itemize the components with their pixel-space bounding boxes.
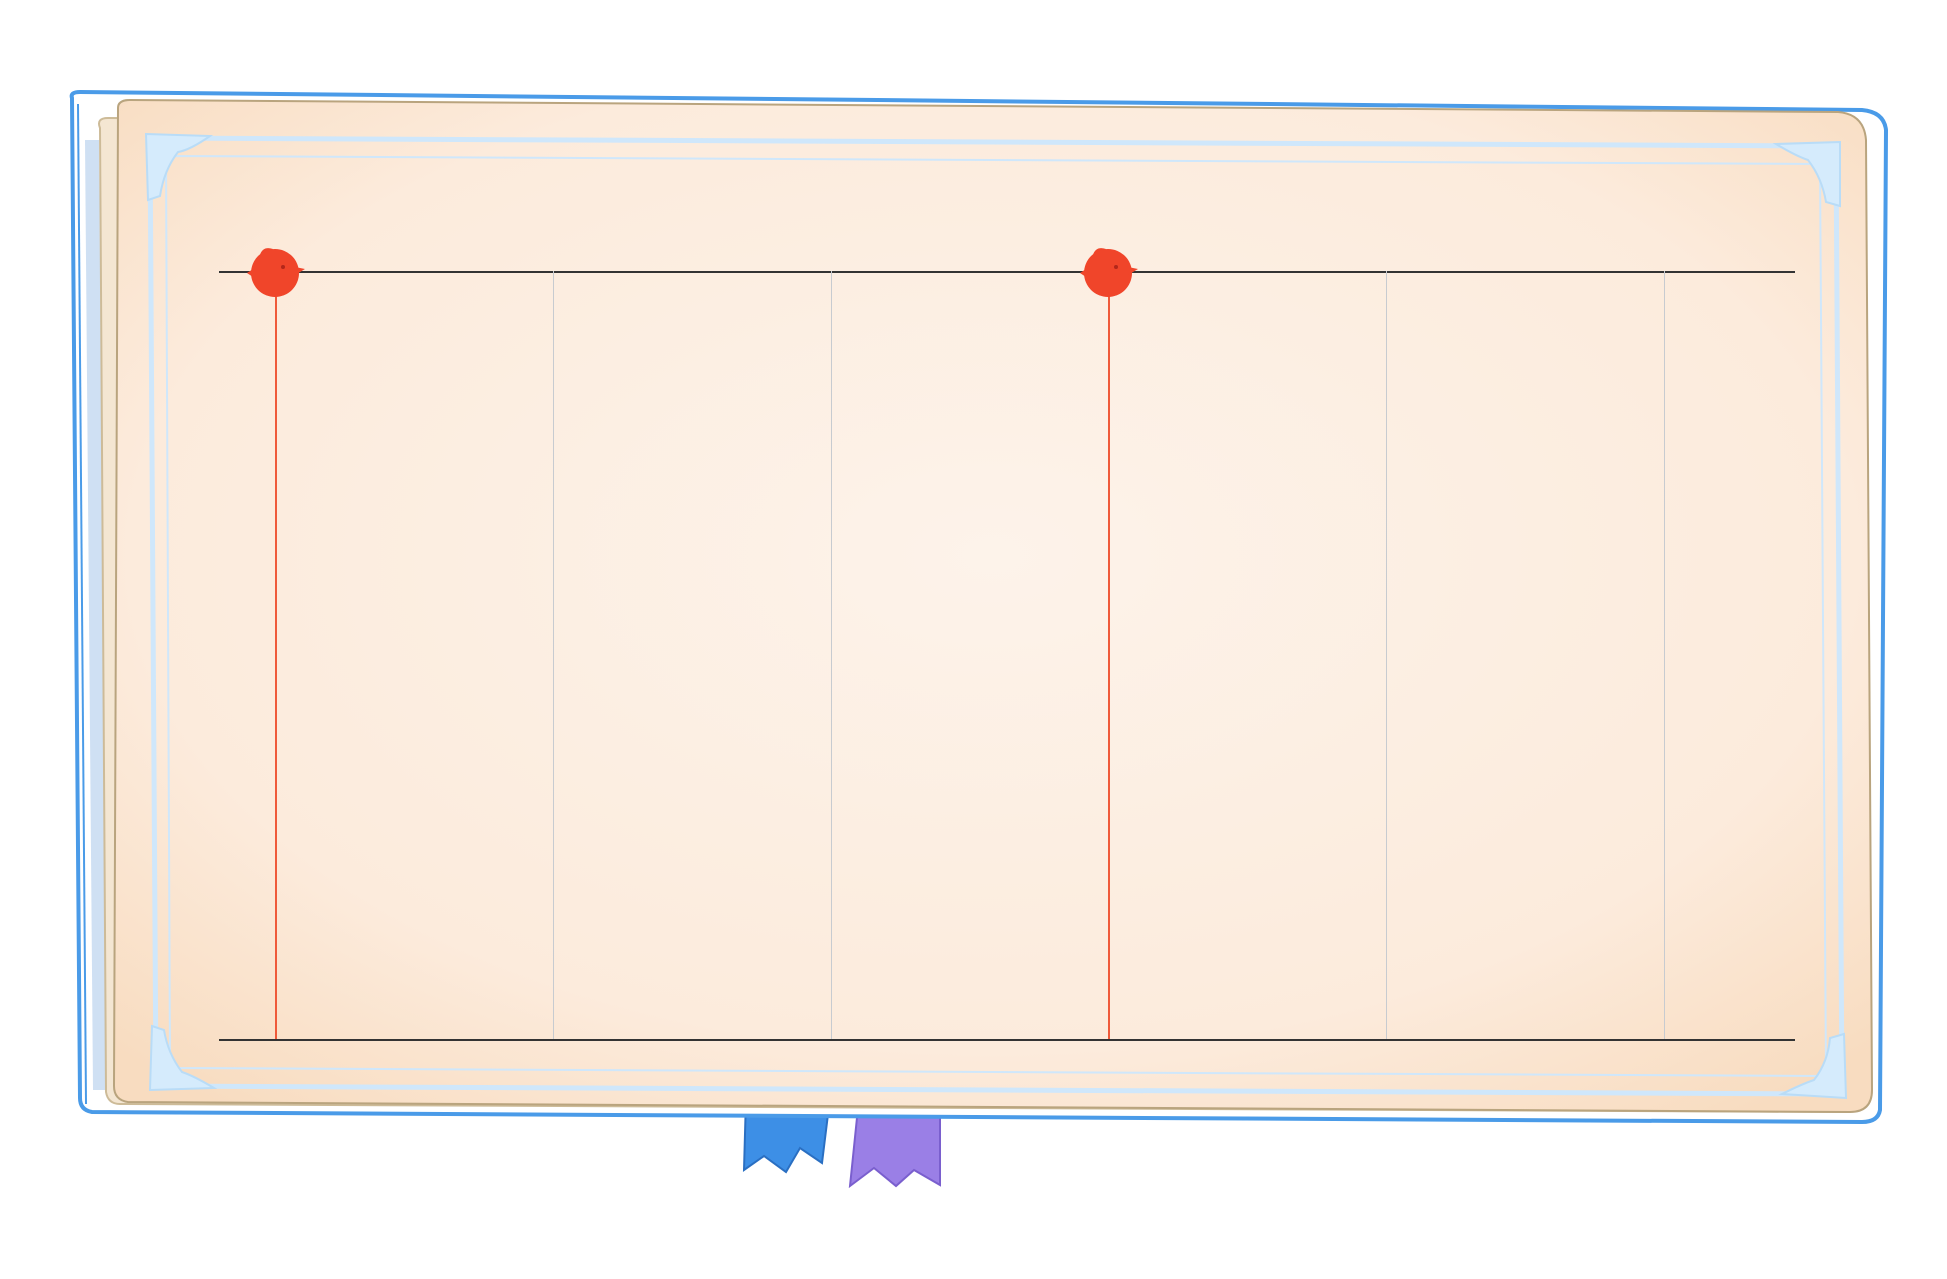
bird-marker-icon[interactable]: [1078, 239, 1138, 299]
timeline-column-1-line: [275, 271, 277, 1039]
timeline-column-3-line: [831, 271, 832, 1039]
corner-ornaments: [144, 132, 1848, 1100]
timeline-grid: [219, 248, 1795, 1041]
timeline-bottom-rule: [219, 1039, 1795, 1041]
timeline-top-rule: [219, 271, 1795, 273]
ribbon-bookmark-purple[interactable]: [848, 1107, 941, 1189]
timeline-column-4-line: [1108, 271, 1110, 1039]
timeline-column-5-line: [1386, 271, 1387, 1039]
timeline-column-6-line: [1664, 271, 1665, 1039]
timeline-column-2-line: [553, 271, 554, 1039]
bird-marker-icon[interactable]: [245, 239, 305, 299]
